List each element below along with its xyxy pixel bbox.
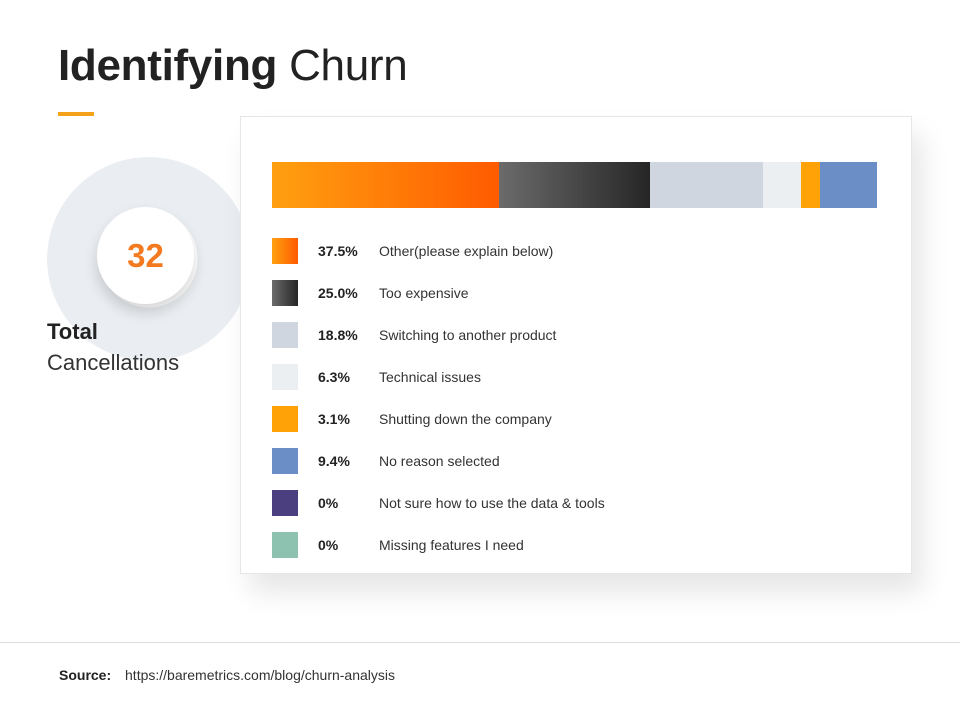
source-url[interactable]: https://baremetrics.com/blog/churn-analy… [125, 667, 396, 683]
legend-item: 0% Missing features I need [272, 532, 524, 558]
legend-swatch [272, 490, 298, 516]
legend-label: Technical issues [379, 369, 481, 385]
source-label: Source: [59, 667, 112, 683]
legend-percent: 37.5% [318, 243, 358, 259]
stacked-bar [272, 162, 877, 208]
legend-swatch [272, 364, 298, 390]
title-underline [58, 112, 94, 116]
legend-label: Other(please explain below) [379, 243, 554, 259]
legend-swatch [272, 532, 298, 558]
legend-percent: 0% [318, 495, 339, 511]
legend-swatch [272, 238, 298, 264]
legend-item: 0% Not sure how to use the data & tools [272, 490, 605, 516]
bar-segment [649, 162, 764, 208]
legend-label: No reason selected [379, 453, 500, 469]
legend-label: Too expensive [379, 285, 469, 301]
legend-percent: 18.8% [318, 327, 358, 343]
legend-percent: 3.1% [318, 411, 350, 427]
legend-percent: 0% [318, 537, 339, 553]
legend-percent: 6.3% [318, 369, 350, 385]
bar-segment [820, 162, 877, 208]
bar-segment [498, 162, 650, 208]
legend-item: 9.4% No reason selected [272, 448, 500, 474]
legend-label: Not sure how to use the data & tools [379, 495, 605, 511]
bar-segment [763, 162, 802, 208]
kpi-label-cancellations: Cancellations [47, 350, 180, 375]
legend-swatch [272, 406, 298, 432]
legend-swatch [272, 280, 298, 306]
legend-item: 25.0% Too expensive [272, 280, 469, 306]
title-bold: Identifying [58, 41, 278, 90]
footer-divider [0, 642, 960, 643]
legend-item: 37.5% Other(please explain below) [272, 238, 553, 264]
source-line: Source: https://baremetrics.com/blog/chu… [59, 665, 395, 685]
legend-swatch [272, 448, 298, 474]
title-light: Churn [289, 41, 408, 90]
legend-percent: 25.0% [318, 285, 358, 301]
page-title: Identifying Churn [58, 38, 408, 94]
legend-swatch [272, 322, 298, 348]
kpi-label-total: Total [47, 319, 98, 344]
bar-segment [272, 162, 499, 208]
legend-label: Missing features I need [379, 537, 524, 553]
kpi-value: 32 [127, 236, 164, 274]
kpi-circle: 32 [97, 207, 194, 304]
legend-item: 3.1% Shutting down the company [272, 406, 552, 432]
legend-percent: 9.4% [318, 453, 350, 469]
legend-label: Switching to another product [379, 327, 557, 343]
legend-item: 18.8% Switching to another product [272, 322, 556, 348]
bar-segment [801, 162, 821, 208]
legend-label: Shutting down the company [379, 411, 552, 427]
legend-item: 6.3% Technical issues [272, 364, 481, 390]
